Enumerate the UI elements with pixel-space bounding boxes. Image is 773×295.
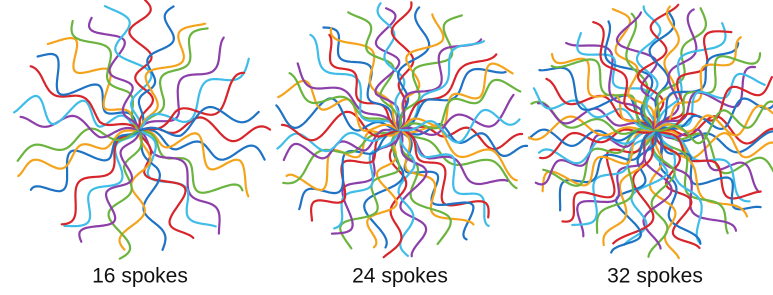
spoke — [655, 130, 773, 152]
panel — [276, 2, 527, 257]
figure: 16 spokes 24 spokes 32 spokes — [0, 0, 773, 295]
spoke — [655, 130, 700, 244]
spoke — [655, 130, 761, 209]
spoke — [400, 15, 462, 130]
spoke — [38, 54, 140, 130]
panel — [529, 5, 773, 258]
panel-label: 32 spokes — [607, 265, 703, 288]
spoke — [140, 130, 166, 250]
spoke — [299, 130, 400, 209]
panel-label: 24 spokes — [352, 265, 448, 288]
spoke — [31, 66, 140, 130]
panel — [14, 0, 270, 259]
spoke — [400, 41, 484, 130]
spoke — [400, 130, 426, 256]
page: {"panels": [ {"label": "16 spokes"}, {"l… — [0, 0, 773, 295]
spoke — [140, 130, 220, 234]
panel-label: 16 spokes — [92, 265, 188, 288]
spoke — [603, 130, 655, 245]
spoke — [655, 9, 696, 130]
